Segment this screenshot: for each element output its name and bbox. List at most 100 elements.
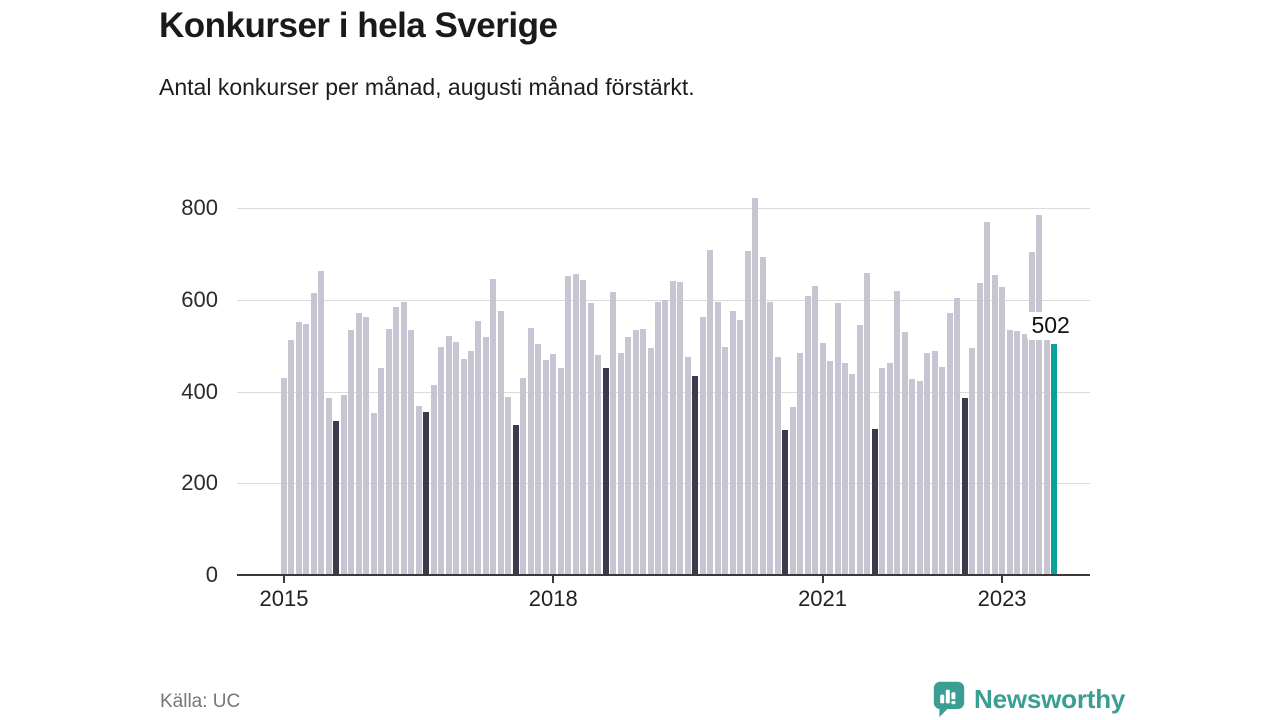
bar — [744, 250, 751, 574]
bar — [550, 354, 557, 574]
bar — [542, 360, 549, 574]
y-axis-label: 400 — [181, 378, 218, 404]
bar — [804, 296, 811, 574]
bar — [587, 303, 594, 574]
bar — [1014, 330, 1021, 574]
value-annotation: 502 — [1027, 311, 1074, 340]
bar — [438, 347, 445, 574]
bar — [669, 280, 676, 574]
bar — [737, 319, 744, 574]
x-axis-label: 2021 — [798, 586, 848, 611]
bar — [595, 355, 602, 574]
bar — [527, 328, 534, 574]
bar — [699, 316, 706, 574]
bar — [946, 313, 953, 574]
bar — [281, 378, 287, 574]
bar — [939, 366, 946, 574]
bar — [856, 324, 863, 574]
bar — [812, 285, 819, 574]
bar — [827, 361, 834, 574]
bar — [729, 311, 736, 574]
bar — [288, 340, 295, 574]
bar — [303, 324, 310, 574]
bar — [834, 303, 841, 574]
bar-august — [333, 420, 340, 574]
y-axis-label: 200 — [181, 470, 218, 496]
bar — [340, 394, 347, 574]
newsworthy-logo-icon — [933, 681, 965, 717]
bar — [894, 291, 901, 574]
x-axis-label: 2015 — [259, 586, 309, 611]
bar — [774, 356, 781, 574]
bar — [445, 336, 452, 574]
bar — [640, 328, 647, 574]
bar — [879, 368, 886, 574]
bar — [1006, 329, 1013, 574]
x-axis-label: 2018 — [528, 586, 578, 611]
bar — [954, 298, 961, 574]
bar — [490, 279, 497, 574]
x-axis-tick — [1001, 576, 1004, 583]
chart-subtitle: Antal konkurser per månad, augusti månad… — [159, 74, 695, 100]
x-axis-tick — [821, 576, 824, 583]
bar — [625, 336, 632, 574]
y-axis-label: 800 — [181, 195, 218, 220]
bar — [1036, 214, 1043, 574]
bar-latest-august — [1051, 343, 1058, 574]
x-axis-tick — [283, 576, 285, 583]
source-note: Källa: UC — [160, 691, 241, 712]
bar — [969, 348, 976, 574]
gridline — [237, 208, 1090, 209]
x-axis-line — [237, 573, 1090, 576]
bar — [999, 286, 1006, 574]
bar — [759, 257, 766, 574]
bar — [468, 351, 474, 574]
bar — [1029, 251, 1035, 574]
bar — [842, 362, 848, 574]
bar — [325, 397, 332, 574]
bar-august — [512, 425, 519, 574]
bar — [924, 353, 931, 574]
bar — [984, 222, 991, 574]
bar — [976, 282, 983, 574]
bar — [318, 271, 325, 574]
bar — [864, 273, 871, 574]
bar — [916, 380, 923, 574]
bar — [722, 346, 729, 574]
bar — [310, 293, 317, 574]
bar — [535, 344, 542, 574]
bar — [1021, 334, 1028, 574]
bar — [393, 307, 400, 574]
bar — [655, 301, 661, 574]
bar — [408, 330, 415, 574]
x-axis-tick — [552, 576, 555, 583]
bar — [886, 362, 893, 574]
bar — [789, 407, 796, 574]
bar — [385, 328, 392, 574]
bar — [295, 322, 302, 574]
bar — [909, 378, 916, 574]
bar — [520, 378, 527, 574]
bar — [453, 342, 460, 574]
y-axis-label: 0 — [205, 562, 218, 587]
x-axis-label: 2023 — [977, 586, 1027, 611]
bar — [617, 353, 624, 574]
bar — [901, 331, 908, 574]
bar-august — [782, 430, 789, 574]
bar — [482, 337, 489, 574]
bar — [400, 301, 407, 574]
bar — [797, 353, 804, 574]
plot-area — [237, 197, 1090, 576]
bar-august — [602, 367, 609, 574]
bar — [430, 385, 437, 574]
bar — [662, 300, 669, 574]
bar — [348, 330, 355, 574]
bar — [707, 249, 714, 574]
bar — [684, 356, 691, 574]
bar — [355, 313, 362, 574]
bar — [1043, 340, 1050, 574]
bar — [497, 311, 504, 574]
bar — [677, 282, 684, 574]
bar-august — [871, 428, 878, 574]
